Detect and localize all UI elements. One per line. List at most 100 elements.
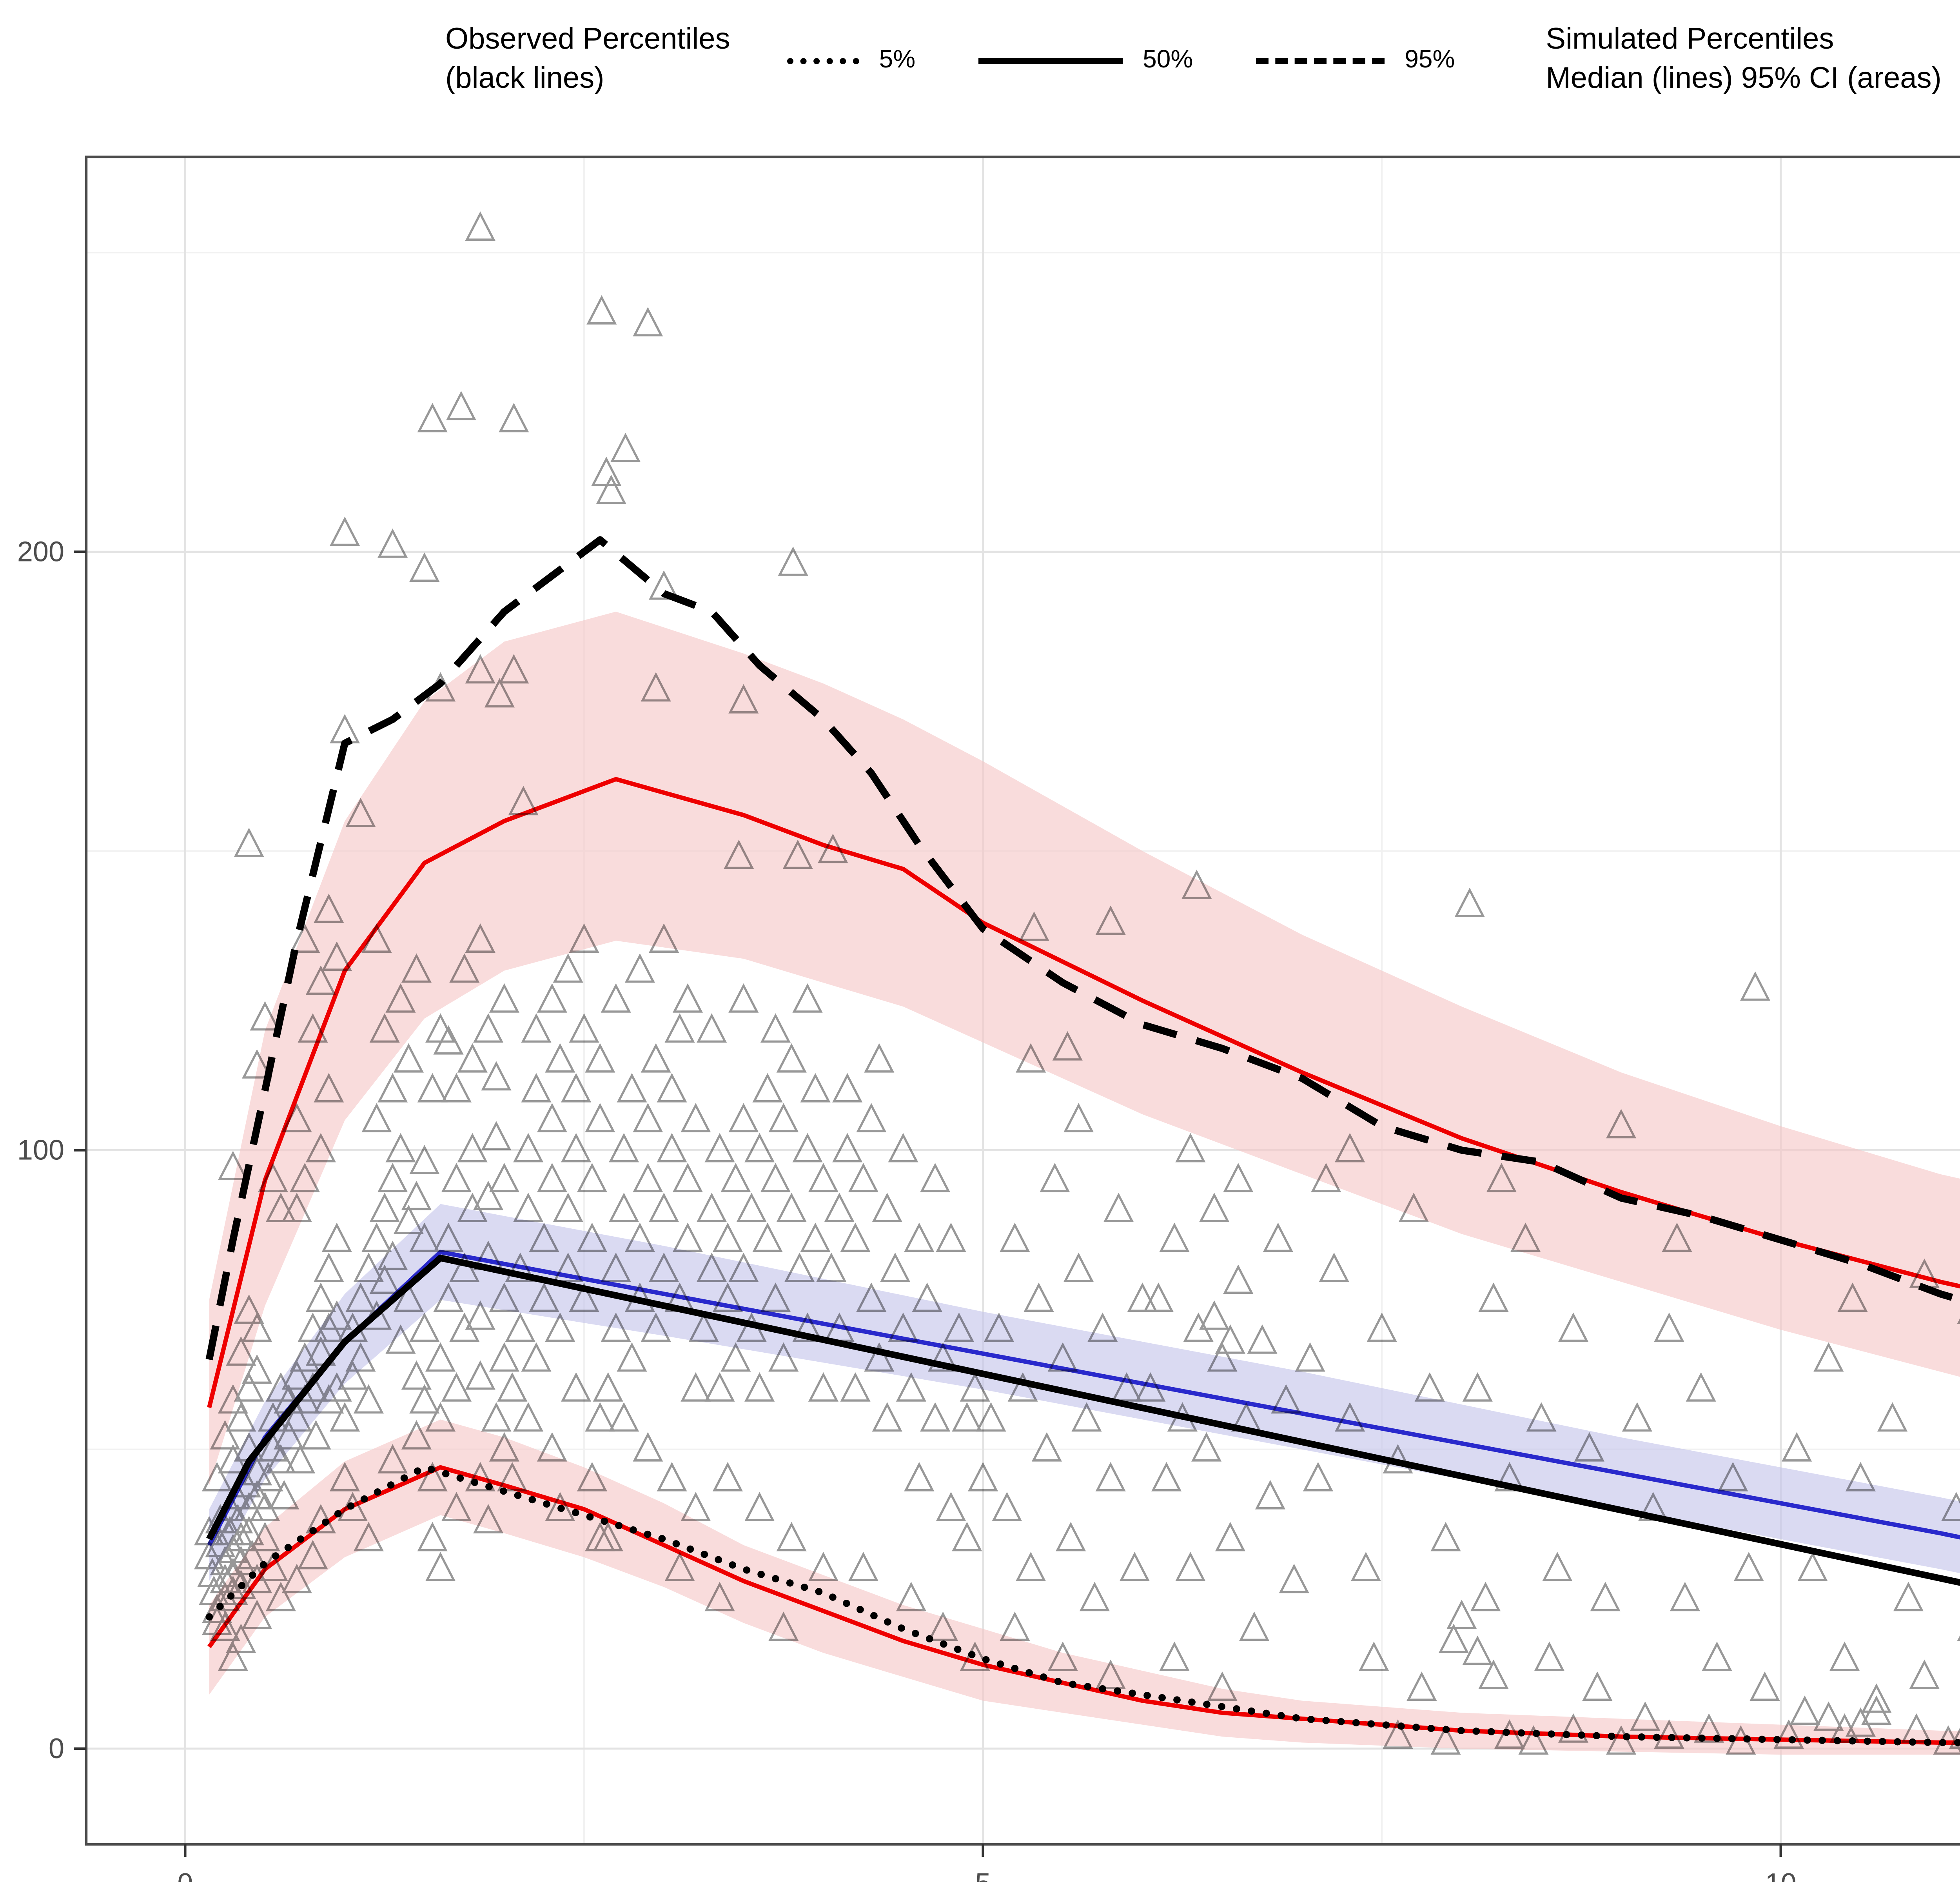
- observation-triangle: [856, 1103, 887, 1132]
- observation-triangle: [298, 1540, 328, 1570]
- observation-triangle: [1462, 1635, 1493, 1665]
- legend-label: 5%: [879, 46, 916, 73]
- observation-triangle: [508, 786, 539, 816]
- observation-triangle: [199, 1575, 229, 1605]
- observation-triangle: [1335, 1402, 1365, 1432]
- ci-ribbons: [209, 612, 1960, 1755]
- observation-triangle: [1367, 1312, 1397, 1342]
- observation-triangle: [425, 1013, 456, 1043]
- observation-triangle: [824, 1192, 855, 1222]
- observation-triangle: [1406, 1671, 1437, 1701]
- observation-triangle: [561, 1073, 592, 1103]
- observation-triangle: [792, 1133, 823, 1163]
- observation-triangle: [1103, 1192, 1134, 1222]
- observation-triangle: [1087, 1312, 1118, 1342]
- dashed-line-key-icon: [1256, 57, 1385, 64]
- observation-triangle: [338, 1492, 368, 1521]
- observation-triangle: [417, 1522, 448, 1551]
- observation-triangle: [298, 1312, 328, 1342]
- observation-triangle: [1901, 1713, 1932, 1743]
- observation-triangle: [242, 1354, 272, 1384]
- observation-triangle: [305, 1336, 336, 1366]
- observation-triangle: [776, 1192, 807, 1222]
- observation-triangle: [1813, 1701, 1844, 1731]
- observation-triangle: [194, 1540, 225, 1570]
- observation-triangle: [226, 1570, 256, 1599]
- observation-triangle: [465, 1300, 495, 1330]
- observation-triangle: [1486, 1163, 1517, 1192]
- observation-triangle: [345, 1283, 376, 1312]
- observation-triangle: [425, 1402, 456, 1432]
- observation-triangle: [353, 1522, 384, 1551]
- observation-triangle: [223, 1504, 253, 1533]
- observation-triangle: [1047, 1342, 1078, 1372]
- observation-triangle: [1845, 1462, 1876, 1491]
- observation-triangle: [321, 941, 352, 971]
- observation-triangle: [768, 1342, 799, 1372]
- observation-triangle: [314, 894, 344, 923]
- observation-triangle: [417, 1462, 448, 1491]
- observation-triangle: [1383, 1719, 1413, 1749]
- observation-triangle: [657, 1073, 687, 1103]
- observation-triangle: [1398, 1192, 1429, 1222]
- observation-triangle: [1470, 1582, 1501, 1611]
- observation-triangle: [473, 1504, 504, 1533]
- observation-triangle: [218, 1444, 248, 1473]
- legend-observed-items: 5% 50% 95%: [786, 46, 1455, 75]
- observation-triangle: [237, 1540, 267, 1570]
- observation-triangle: [577, 1223, 607, 1252]
- observation-triangle: [361, 923, 392, 953]
- solid-line-key-icon: [978, 57, 1123, 64]
- observation-triangle: [338, 1360, 368, 1390]
- observation-triangle: [377, 1163, 408, 1192]
- observation-triangle: [585, 1043, 615, 1073]
- observation-triangle: [361, 1223, 392, 1252]
- observation-triangle: [1000, 1611, 1030, 1641]
- observation-triangle: [1782, 1432, 1812, 1462]
- observation-triangle: [1478, 1283, 1509, 1312]
- observation-triangle: [250, 1001, 280, 1031]
- observation-triangle: [258, 1163, 288, 1192]
- observation-triangle: [401, 1420, 432, 1450]
- observation-triangle: [305, 1133, 336, 1163]
- observation-triangle: [210, 1420, 240, 1450]
- observation-triangle: [1319, 1252, 1349, 1282]
- observation-triangle: [265, 1372, 296, 1402]
- observation-triangle: [545, 1043, 575, 1073]
- observation-triangle: [561, 1372, 592, 1402]
- observation-triangle: [952, 1522, 982, 1551]
- observation-triangle: [792, 983, 823, 1013]
- observation-triangle: [321, 1300, 352, 1330]
- observation-triangle: [290, 923, 320, 953]
- observation-triangle: [808, 1551, 838, 1581]
- observation-triangle: [840, 1223, 871, 1252]
- observation-triangle: [1494, 1719, 1525, 1749]
- observation-triangle: [808, 1372, 838, 1402]
- observed-percentile-lines: [205, 536, 1960, 1746]
- observation-triangle: [744, 1492, 775, 1521]
- observation-triangle: [521, 1073, 552, 1103]
- observation-triangle: [449, 953, 480, 983]
- observation-triangle: [1031, 1432, 1062, 1462]
- observation-triangle: [1749, 1671, 1780, 1701]
- observation-triangle: [832, 1073, 863, 1103]
- observation-triangle: [1510, 1223, 1541, 1252]
- observation-triangle: [864, 1342, 895, 1372]
- dotted-line-key-icon: [786, 57, 859, 64]
- observation-triangle: [681, 1372, 711, 1402]
- observation-triangle: [465, 211, 495, 241]
- observation-triangle: [744, 1372, 775, 1402]
- legend-simulated-title-line2: Median (lines) 95% CI (areas): [1546, 62, 1942, 95]
- observation-triangle: [425, 1551, 456, 1581]
- observation-triangle: [992, 1492, 1022, 1521]
- observation-triangle: [202, 1462, 232, 1491]
- observation-triangle: [1861, 1695, 1892, 1725]
- observation-triangle: [593, 1372, 623, 1402]
- observation-triangle: [1052, 1031, 1083, 1061]
- observation-triangle: [1829, 1641, 1860, 1671]
- legend-simulated-title-line1: Simulated Percentiles: [1546, 24, 1834, 56]
- observation-triangle: [736, 1192, 767, 1222]
- observation-triangle: [1558, 1713, 1589, 1743]
- observation-triangle: [1335, 1133, 1365, 1163]
- observation-triangle: [1019, 911, 1049, 941]
